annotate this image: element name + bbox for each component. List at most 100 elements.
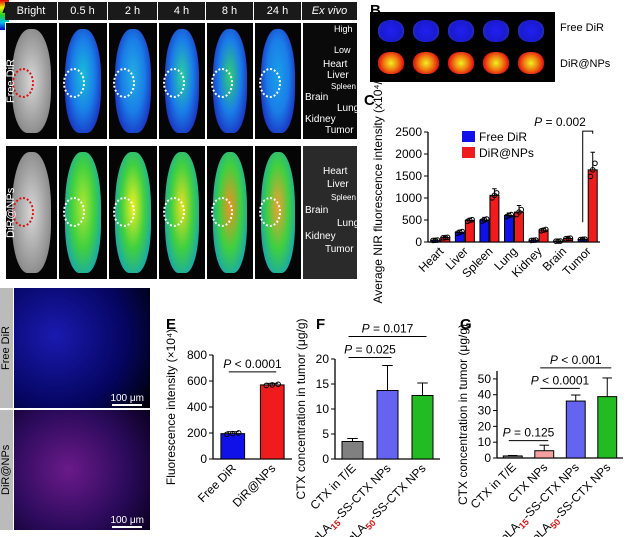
y-tick-label: 0 (484, 451, 491, 465)
y-tick-label: 30 (478, 404, 492, 418)
tumor-fluorescence (448, 52, 474, 74)
tumor-fluorescence (518, 52, 544, 74)
column-header: 4 h (158, 2, 205, 20)
organ-label: Liver (327, 70, 349, 81)
bar (341, 441, 364, 460)
legend-label: DiR@NPs (479, 146, 534, 160)
y-tick-label: 0 (415, 235, 422, 249)
panel-label-c: C (364, 92, 375, 109)
p-rest: < 0.0001 (539, 373, 590, 387)
nir-mouse-image (206, 22, 254, 140)
tumor-circle (113, 67, 135, 98)
scale-bar (112, 526, 142, 528)
x-tick-label: CTX in T/E (468, 460, 519, 511)
data-point (567, 235, 574, 242)
nir-mouse-image (158, 145, 206, 280)
data-point (224, 431, 230, 438)
data-point (518, 206, 525, 213)
nir-mouse-image (108, 145, 158, 280)
y-tick-label: 10 (316, 402, 330, 416)
y-tick-label: 2000 (395, 147, 422, 161)
data-point (565, 235, 571, 242)
tumor-circle (211, 67, 233, 98)
organ-label: Heart (323, 59, 348, 70)
panel-label-g: G (460, 316, 472, 333)
data-point (582, 236, 588, 242)
y-tick-label: 400 (187, 400, 207, 414)
column-header: 2 h (108, 2, 157, 20)
tumor-circle (12, 67, 34, 98)
row-label-bg: DiR@NPs (0, 410, 13, 530)
p-value: P < 0.0001 (531, 373, 590, 387)
column-header: Ex vivo (302, 2, 357, 20)
label-text: CTX in T/E (468, 460, 519, 511)
panel-label-f: F (316, 316, 326, 333)
row-label-bg: Free DiR (0, 288, 13, 408)
chart-e: 0 200 400 600 800 Fluorescence intensity (×10… (164, 329, 292, 510)
data-point (533, 237, 539, 243)
y-tick-label: 800 (187, 348, 207, 362)
bright-field-image (5, 145, 58, 280)
column-header: Bright (5, 2, 57, 20)
y-axis-label: CTX concentration in tumor (μg/g) (294, 319, 308, 500)
organ-label: Lung (337, 103, 358, 114)
p-rest: < 0.001 (558, 353, 602, 367)
data-point (269, 382, 276, 388)
organ-label: Lung (337, 218, 358, 229)
micrograph-dir-nps: 100 μm (14, 410, 150, 530)
y-tick-label: 20 (316, 352, 330, 366)
p-italic: P (534, 115, 542, 129)
data-point (493, 190, 500, 196)
chart-f: 0 5 10 15 20 CTX concentration in tumor (μg/g… (294, 319, 440, 537)
tumor-fluorescence (448, 20, 474, 42)
tumor-fluorescence (518, 20, 544, 42)
ex-vivo-organs-image: Heart Liver Spleen Brain Lung Kidney Tumor (302, 22, 358, 140)
tumor-circle (163, 197, 185, 228)
data-point (555, 238, 561, 244)
tumor-circle (12, 197, 34, 228)
bar (597, 396, 618, 459)
y-tick-label: 1500 (395, 169, 422, 183)
data-point (263, 382, 270, 389)
significance-bracket (582, 130, 594, 223)
data-point (557, 238, 564, 244)
y-tick-label: 0 (322, 452, 329, 466)
row-label-dir-nps: DiR@NPs (560, 58, 611, 70)
p-italic: P (550, 353, 558, 367)
column-header: 8 h (206, 2, 253, 20)
y-tick-label: 2500 (395, 125, 422, 139)
legend-swatch (462, 131, 475, 142)
bar (411, 395, 434, 460)
bar (259, 384, 285, 460)
p-rest: = 0.125 (511, 426, 555, 440)
p-value: P = 0.125 (503, 426, 555, 440)
chart-c: 0 500 1000 1500 2000 2500 Average NIR fluoresc… (371, 70, 600, 304)
tumor-fluorescence (483, 20, 509, 42)
data-point (434, 237, 441, 243)
micrograph-free-dir: 100 μm (14, 288, 150, 408)
x-tick-label: Tumor (560, 244, 594, 278)
data-point (459, 228, 465, 235)
data-point (587, 173, 594, 180)
column-header: 0.5 h (58, 2, 107, 20)
tumor-circle (63, 67, 85, 98)
tumor-circle (163, 67, 185, 98)
tumor-circle (259, 197, 281, 228)
bar (376, 390, 399, 460)
organ-label: Kidney (305, 114, 336, 125)
tumor-fluorescence (413, 20, 439, 42)
legend-swatch (462, 147, 475, 158)
y-tick-label: 0 (200, 452, 207, 466)
nir-mouse-image (58, 22, 108, 140)
bright-field-image (5, 22, 58, 140)
organ-label: Spleen (331, 193, 356, 202)
data-point (444, 234, 451, 241)
colorbar-high-label: High (334, 24, 353, 34)
y-tick-label: 1000 (395, 191, 422, 205)
ex-vivo-tumor-image (370, 12, 555, 82)
p-italic: P (223, 357, 231, 371)
bar (565, 400, 586, 459)
